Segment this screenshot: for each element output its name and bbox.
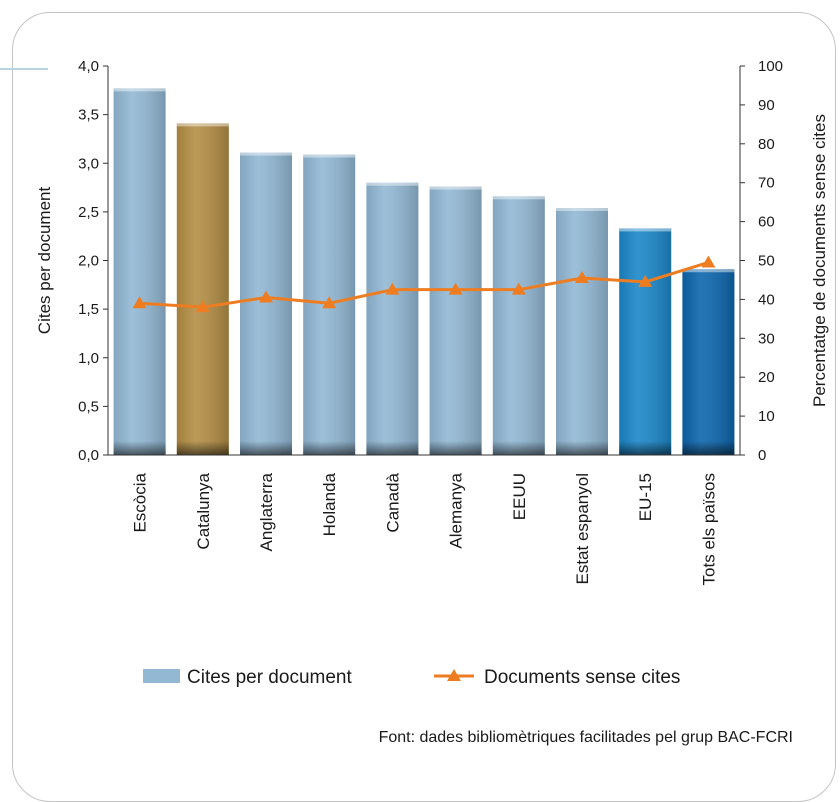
bar-top-highlight-4 (366, 182, 419, 186)
bar-base-shadow-2 (240, 441, 292, 455)
left-tick-label-1: 0,5 (78, 398, 99, 415)
left-axis-title: Cites per document (35, 187, 54, 335)
right-tick-label-3: 30 (758, 330, 775, 347)
bar-base-shadow-6 (492, 441, 545, 455)
line-marker-0 (132, 296, 147, 309)
bar-shade-4 (366, 182, 419, 455)
bar-shade-7 (556, 207, 608, 455)
line-marker-7 (575, 271, 589, 284)
line-series (139, 261, 709, 309)
labels-layer: 0,0 0,5 1,0 1,5 2,0 2,5 3,0 3,5 4,0 0 10 20 30 40 50 60… (35, 58, 829, 585)
right-tick-label-1: 10 (758, 408, 775, 425)
left-tick-label-6: 3,0 (78, 155, 99, 172)
legend-bar-swatch (143, 669, 180, 683)
line-marker-9 (701, 255, 716, 268)
line-marker-8 (638, 274, 653, 287)
right-tick-label-10: 100 (758, 58, 783, 75)
line-marker-1 (195, 300, 210, 313)
axes-layer (103, 65, 745, 456)
bar-top-highlight-6 (492, 196, 545, 200)
bar-top-highlight-2 (240, 152, 292, 156)
bar-base-shadow-3 (303, 441, 356, 455)
bar-shade-8 (619, 228, 672, 455)
bar-base-shadow-7 (556, 441, 608, 455)
bar-shade-5 (429, 186, 482, 455)
bar-base-shadow-0 (113, 441, 166, 455)
bar-base-shadow-1 (176, 441, 229, 455)
legend-triangle-marker (447, 669, 461, 681)
chart: 0,0 0,5 1,0 1,5 2,0 2,5 3,0 3,5 4,0 0 10 20 30 40 50 60… (35, 58, 829, 746)
decorative-rule (0, 68, 48, 70)
bar-shade-2 (240, 152, 292, 456)
bar-top-highlight-5 (429, 186, 482, 190)
bar-shade-0 (113, 88, 166, 456)
category-label-9: Tots els països (699, 473, 718, 585)
category-label-3: Holanda (320, 472, 339, 536)
line-marker-6 (511, 282, 526, 295)
right-tick-label-6: 60 (758, 214, 775, 231)
right-tick-label-4: 40 (758, 291, 775, 308)
line-layer (132, 255, 716, 313)
line-marker-2 (259, 290, 273, 303)
left-tick-label-0: 0,0 (78, 447, 99, 464)
bar-shade-6 (492, 196, 545, 455)
right-tick-label-5: 50 (758, 253, 775, 270)
category-label-8: EU-15 (636, 473, 655, 521)
category-label-7: Estat espanyol (573, 473, 592, 585)
right-axis-title: Percentatge de documents sense cites (810, 114, 829, 407)
bar-top-highlight-3 (303, 154, 356, 158)
bar-shade-9 (682, 269, 735, 455)
bar-shade-1 (176, 123, 229, 455)
category-label-0: Escòcia (131, 472, 150, 532)
legend-label-bars: Cites per document (187, 667, 352, 688)
bar-base-shadow-4 (366, 441, 419, 455)
bars-layer (113, 88, 735, 456)
right-tick-label-7: 70 (758, 175, 775, 192)
category-label-2: Anglaterra (257, 472, 276, 551)
left-tick-label-2: 1,0 (78, 350, 99, 367)
right-tick-label-0: 0 (758, 447, 766, 464)
bar-top-highlight-8 (619, 228, 672, 232)
left-tick-label-8: 4,0 (78, 58, 99, 75)
bar-top-highlight-0 (113, 88, 166, 92)
bar-base-shadow-8 (619, 441, 672, 455)
source-note: Font: dades bibliomètriques facilitades … (379, 729, 793, 746)
legend-label-line: Documents sense cites (484, 667, 680, 688)
left-tick-label-3: 1,5 (78, 301, 99, 318)
line-marker-4 (385, 282, 400, 295)
left-tick-label-5: 2,5 (78, 204, 99, 221)
legend: Cites per document Documents sense cites (143, 667, 680, 688)
bar-top-highlight-1 (176, 123, 229, 127)
line-marker-3 (322, 296, 337, 309)
line-marker-5 (448, 282, 463, 295)
left-tick-label-4: 2,0 (78, 253, 99, 270)
category-label-5: Alemanya (447, 472, 466, 548)
category-label-1: Catalunya (194, 472, 213, 549)
right-tick-label-8: 80 (758, 136, 775, 153)
bar-top-highlight-7 (556, 207, 608, 211)
right-tick-label-2: 20 (758, 369, 775, 386)
bar-base-shadow-9 (682, 441, 735, 455)
bar-base-shadow-5 (429, 441, 482, 455)
category-label-4: Canadà (383, 472, 402, 532)
bar-top-highlight-9 (682, 269, 735, 273)
right-tick-label-9: 90 (758, 97, 775, 114)
left-tick-label-7: 3,5 (78, 107, 99, 124)
category-label-6: EEUU (510, 473, 529, 520)
